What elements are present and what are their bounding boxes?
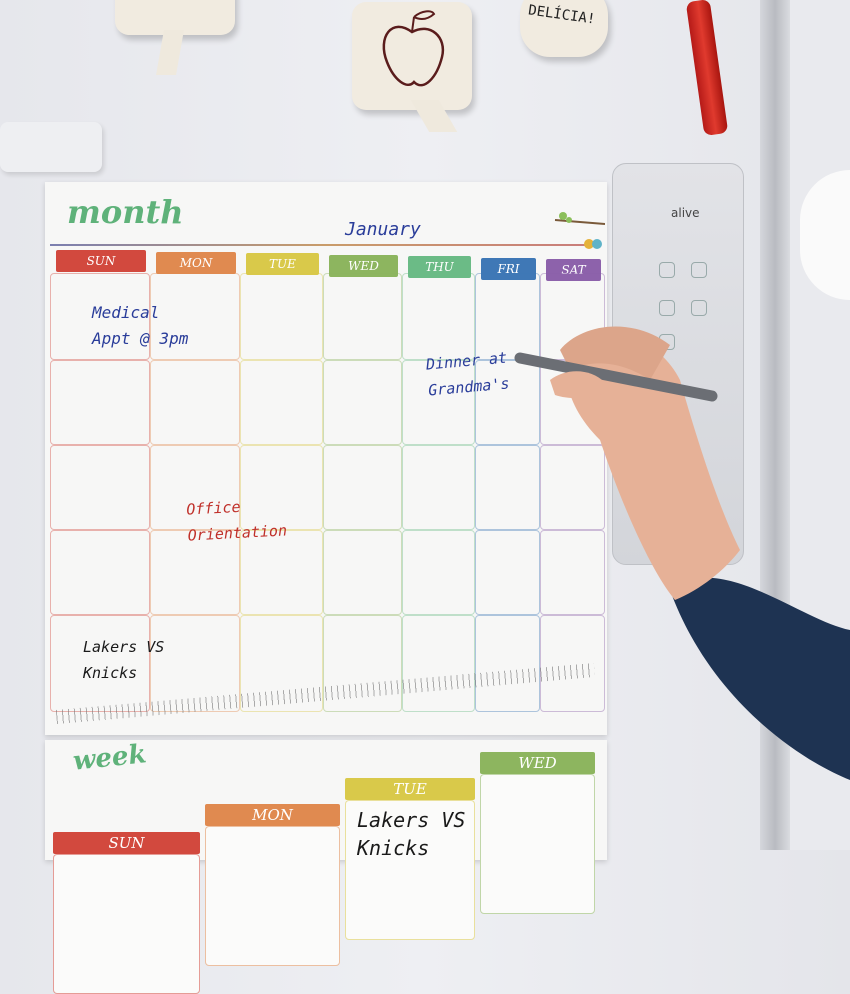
red-pen-clip	[685, 0, 729, 137]
day-cell[interactable]	[323, 273, 402, 360]
week-day-cell[interactable]	[205, 826, 340, 966]
dispenser-brand-logo: alive	[671, 206, 700, 220]
arm	[566, 332, 740, 600]
month-calendar-board: month January SUN MON TUE WED THU FRI SAT Medi…	[45, 182, 607, 735]
day-cell[interactable]	[323, 360, 402, 445]
white-hook	[0, 122, 102, 172]
month-name: January	[345, 219, 421, 240]
month-title: month	[67, 193, 184, 231]
note-office-orientation: Office Orientation	[185, 497, 288, 545]
day-cell[interactable]	[240, 360, 323, 445]
weekday-sat: SAT	[546, 259, 601, 281]
apple-icon	[382, 10, 445, 87]
week-tue-note: Lakers VS Knicks	[357, 808, 466, 860]
day-cell[interactable]	[540, 615, 605, 712]
magnet-tail	[156, 30, 184, 75]
day-cell[interactable]	[540, 530, 605, 615]
week-day-tue: TUE	[345, 778, 475, 800]
day-cell[interactable]	[323, 615, 402, 712]
delicia-text: DELÍCIA!	[527, 2, 597, 28]
day-cell[interactable]	[402, 615, 475, 712]
apple-bubble-magnet	[352, 2, 472, 110]
white-object	[800, 170, 850, 300]
day-cell[interactable]	[240, 445, 323, 530]
fingers	[560, 326, 670, 380]
day-cell[interactable]	[402, 360, 475, 445]
hand-with-marker	[514, 326, 850, 780]
day-cell[interactable]	[475, 615, 540, 712]
weekday-wed: WED	[329, 254, 398, 277]
day-cell[interactable]	[50, 360, 150, 445]
note-lakers-knicks: Lakers VS Knicks	[83, 638, 165, 682]
bird-tree-decoration	[553, 210, 606, 254]
note-dinner-grandmas: Dinner at Grandma's	[425, 348, 511, 400]
thumb	[550, 371, 610, 399]
marker-pen	[514, 352, 718, 402]
day-cell[interactable]	[150, 360, 240, 445]
day-cell[interactable]	[150, 273, 240, 360]
week-day-cell[interactable]	[480, 774, 595, 914]
day-cell[interactable]	[240, 615, 323, 712]
day-cell[interactable]	[150, 530, 240, 615]
day-cell[interactable]	[475, 360, 540, 445]
weekday-sun: SUN	[56, 250, 146, 272]
weekday-mon: MON	[156, 251, 236, 274]
day-cell[interactable]	[323, 445, 402, 530]
sleeve	[670, 577, 850, 780]
title-divider	[50, 244, 600, 246]
week-day-cell[interactable]	[53, 854, 200, 994]
day-cell[interactable]	[540, 445, 605, 530]
dispenser-button[interactable]	[659, 262, 675, 278]
day-cell[interactable]	[402, 273, 475, 360]
weekday-fri: FRI	[481, 257, 536, 280]
dispenser-button[interactable]	[691, 300, 707, 316]
day-cell[interactable]	[475, 273, 540, 360]
dispenser-button[interactable]	[659, 300, 675, 316]
day-cell[interactable]	[323, 530, 402, 615]
week-day-wed: WED	[480, 752, 595, 774]
day-cell[interactable]	[402, 445, 475, 530]
day-cell[interactable]	[475, 445, 540, 530]
day-cell[interactable]	[50, 445, 150, 530]
weekday-tue: TUE	[246, 253, 319, 275]
note-medical-appt: Medical Appt @ 3pm	[92, 303, 189, 348]
speech-bubble-magnet-left	[115, 0, 235, 35]
week-title: week	[71, 739, 148, 777]
day-cell[interactable]	[50, 530, 150, 615]
weekday-thu: THU	[408, 256, 471, 278]
dispenser-button[interactable]	[691, 262, 707, 278]
day-cell[interactable]	[50, 273, 150, 360]
day-cell[interactable]	[402, 530, 475, 615]
week-day-mon: MON	[205, 804, 340, 826]
week-day-sun: SUN	[53, 832, 200, 854]
day-cell[interactable]	[150, 445, 240, 530]
day-cell[interactable]	[240, 273, 323, 360]
day-cell[interactable]	[240, 530, 323, 615]
delicia-bubble-magnet: DELÍCIA!	[520, 0, 608, 57]
day-cell[interactable]	[475, 530, 540, 615]
